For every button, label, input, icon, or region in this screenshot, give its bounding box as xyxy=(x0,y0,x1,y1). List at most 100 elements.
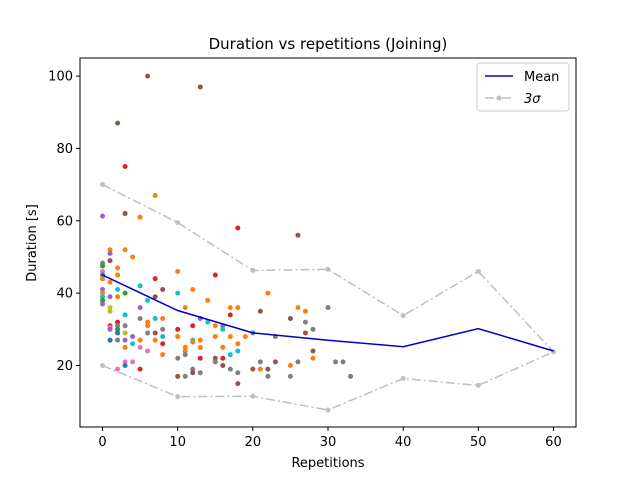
scatter-point xyxy=(115,337,121,343)
scatter-point xyxy=(197,337,203,343)
scatter-point xyxy=(160,315,166,321)
scatter-point xyxy=(182,348,188,354)
scatter-point xyxy=(100,287,106,293)
x-tick-label: 50 xyxy=(470,435,487,450)
y-tick-label: 40 xyxy=(56,287,73,302)
scatter-point xyxy=(265,373,271,379)
y-tick-label: 20 xyxy=(56,359,73,374)
scatter-point xyxy=(212,359,218,365)
scatter-point xyxy=(122,363,128,368)
scatter-point xyxy=(175,268,181,274)
legend-sigma-marker xyxy=(496,95,502,101)
scatter-point xyxy=(235,381,241,387)
scatter-point xyxy=(212,272,218,278)
scatter-point xyxy=(115,120,121,126)
sigma-upper-marker xyxy=(475,268,481,274)
scatter-point xyxy=(137,315,143,321)
scatter-point xyxy=(122,344,128,350)
scatter-point xyxy=(340,359,346,365)
scatter-point xyxy=(235,305,241,311)
y-tick-label: 80 xyxy=(56,142,73,157)
scatter-point xyxy=(190,287,196,293)
scatter-point xyxy=(287,363,293,368)
chart-title: Duration vs repetitions (Joining) xyxy=(209,35,448,53)
scatter-point xyxy=(107,258,113,264)
y-axis-label: Duration [s] xyxy=(25,204,40,282)
scatter-point xyxy=(115,272,121,278)
legend: Mean 3σ xyxy=(476,62,570,112)
scatter-point xyxy=(295,232,301,238)
scatter-point xyxy=(160,287,166,293)
x-tick-label: 20 xyxy=(245,435,262,450)
scatter-point xyxy=(160,334,166,340)
scatter-point xyxy=(182,352,188,358)
scatter-point xyxy=(115,294,121,300)
scatter-point xyxy=(152,294,158,300)
scatter-point xyxy=(287,373,293,379)
scatter-point xyxy=(302,319,308,325)
scatter-point xyxy=(265,290,271,296)
scatter-point xyxy=(130,334,136,340)
scatter-point xyxy=(220,344,226,350)
x-tick-label: 30 xyxy=(320,435,337,450)
scatter-point xyxy=(235,370,241,376)
scatter-point xyxy=(152,315,158,321)
scatter-point xyxy=(220,363,226,368)
scatter-point xyxy=(235,341,241,347)
sigma-upper-marker xyxy=(250,267,256,273)
scatter-point xyxy=(122,359,128,365)
scatter-point xyxy=(107,247,113,253)
scatter-point xyxy=(212,355,218,361)
y-tick-label: 60 xyxy=(56,214,73,229)
scatter-point xyxy=(310,355,316,361)
scatter-point xyxy=(257,308,263,314)
scatter-point xyxy=(272,359,278,365)
x-tick-label: 0 xyxy=(98,435,106,450)
scatter-point xyxy=(160,341,166,347)
scatter-point xyxy=(130,341,136,347)
y-tick-label: 100 xyxy=(48,70,73,85)
scatter-point xyxy=(100,301,106,307)
scatter-point xyxy=(175,290,181,296)
scatter-point xyxy=(182,373,188,379)
scatter-point xyxy=(190,339,196,345)
scatter-point xyxy=(205,297,211,303)
scatter-point xyxy=(295,305,301,311)
legend-sigma-label: 3σ xyxy=(524,92,541,107)
sigma-lower-marker xyxy=(250,393,256,399)
scatter-point xyxy=(302,308,308,314)
scatter-point xyxy=(175,326,181,332)
scatter-point xyxy=(227,312,233,318)
scatter-point xyxy=(265,366,271,372)
scatter-point xyxy=(197,84,203,90)
sigma-upper-marker xyxy=(325,266,331,272)
scatter-point xyxy=(160,352,166,358)
scatter-point xyxy=(227,305,233,311)
scatter-points xyxy=(100,73,354,387)
scatter-point xyxy=(100,290,106,296)
scatter-point xyxy=(145,73,151,79)
scatter-point xyxy=(333,359,339,365)
scatter-point xyxy=(122,330,128,336)
scatter-point xyxy=(152,337,158,343)
scatter-point xyxy=(122,337,128,343)
scatter-point xyxy=(227,352,233,358)
scatter-point xyxy=(212,323,218,329)
scatter-point xyxy=(175,355,181,361)
scatter-point xyxy=(115,323,121,329)
scatter-point xyxy=(100,294,106,300)
scatter-point xyxy=(100,213,106,219)
scatter-point xyxy=(182,344,188,350)
scatter-point xyxy=(152,276,158,282)
scatter-point xyxy=(190,323,196,329)
scatter-point xyxy=(137,344,143,350)
y-axis-ticks: 20 40 60 80 100 xyxy=(48,70,80,374)
scatter-point xyxy=(130,359,136,365)
scatter-point xyxy=(137,283,143,289)
scatter-point xyxy=(257,366,263,372)
scatter-point xyxy=(220,326,226,332)
scatter-point xyxy=(137,214,143,220)
scatter-point xyxy=(182,305,188,311)
scatter-point xyxy=(107,326,113,332)
